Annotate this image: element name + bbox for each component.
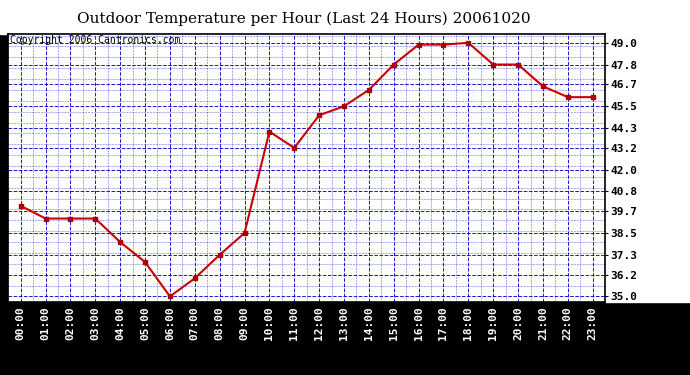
Text: Outdoor Temperature per Hour (Last 24 Hours) 20061020: Outdoor Temperature per Hour (Last 24 Ho… [77, 11, 531, 26]
Text: Copyright 2006 Cantronics.com: Copyright 2006 Cantronics.com [10, 35, 181, 45]
